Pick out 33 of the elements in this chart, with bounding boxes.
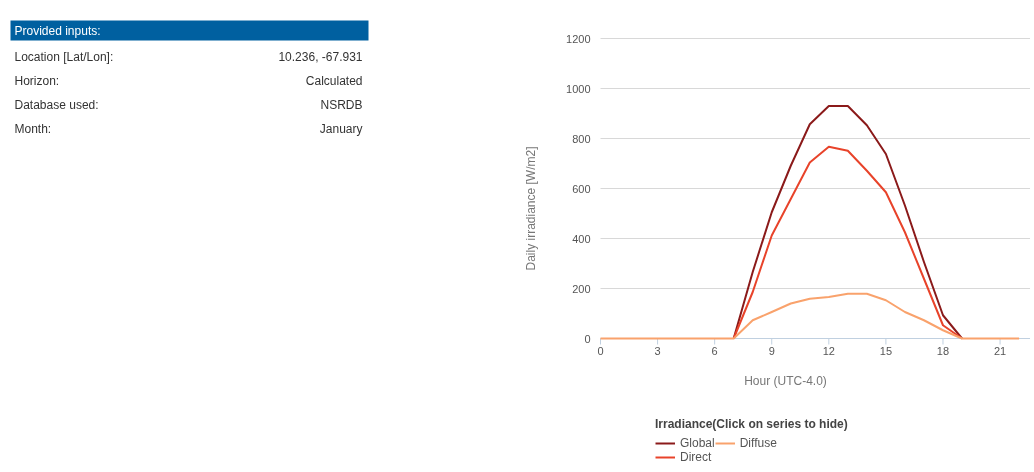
y-tick-label: 1200 xyxy=(566,32,591,45)
text: Month: xyxy=(14,121,52,136)
x-tick-label: 12 xyxy=(822,344,835,357)
y-tick-label: 1000 xyxy=(566,82,591,95)
x-tick-label: 0 xyxy=(597,344,604,357)
text: Provided inputs: xyxy=(14,23,101,38)
line-series xyxy=(732,145,963,340)
line-series xyxy=(732,105,963,340)
x-axis-title: Hour (UTC-4.0) xyxy=(744,373,827,388)
text: 10.236, -67.931 xyxy=(278,49,363,64)
legend-label: Diffuse xyxy=(739,436,777,450)
y-tick-label: 200 xyxy=(572,282,591,295)
text: January xyxy=(319,121,363,136)
legend-label: Direct xyxy=(680,450,712,464)
y-tick-label: 0 xyxy=(584,332,591,345)
text: Location [Lat/Lon]: xyxy=(14,49,114,64)
y-tick-label: 400 xyxy=(572,232,591,245)
y-tick-label: 600 xyxy=(572,182,591,195)
x-tick-label: 18 xyxy=(936,344,950,357)
line-series xyxy=(599,292,1021,340)
x-tick-label: 6 xyxy=(711,344,718,357)
text: Horizon: xyxy=(14,73,60,88)
x-tick-label: 21 xyxy=(993,344,1007,357)
text: NSRDB xyxy=(320,97,363,112)
y-axis-title: Daily irradiance [W/m2] xyxy=(523,146,538,271)
x-tick-label: 15 xyxy=(879,344,893,357)
text: Calculated xyxy=(305,73,363,88)
legend-label: Global xyxy=(680,436,715,450)
x-tick-label: 9 xyxy=(768,344,775,357)
x-tick-label: 3 xyxy=(654,344,661,357)
legend-title: Irradiance(Click on series to hide) xyxy=(655,417,848,431)
y-tick-label: 800 xyxy=(572,132,591,145)
text: Database used: xyxy=(14,97,99,112)
